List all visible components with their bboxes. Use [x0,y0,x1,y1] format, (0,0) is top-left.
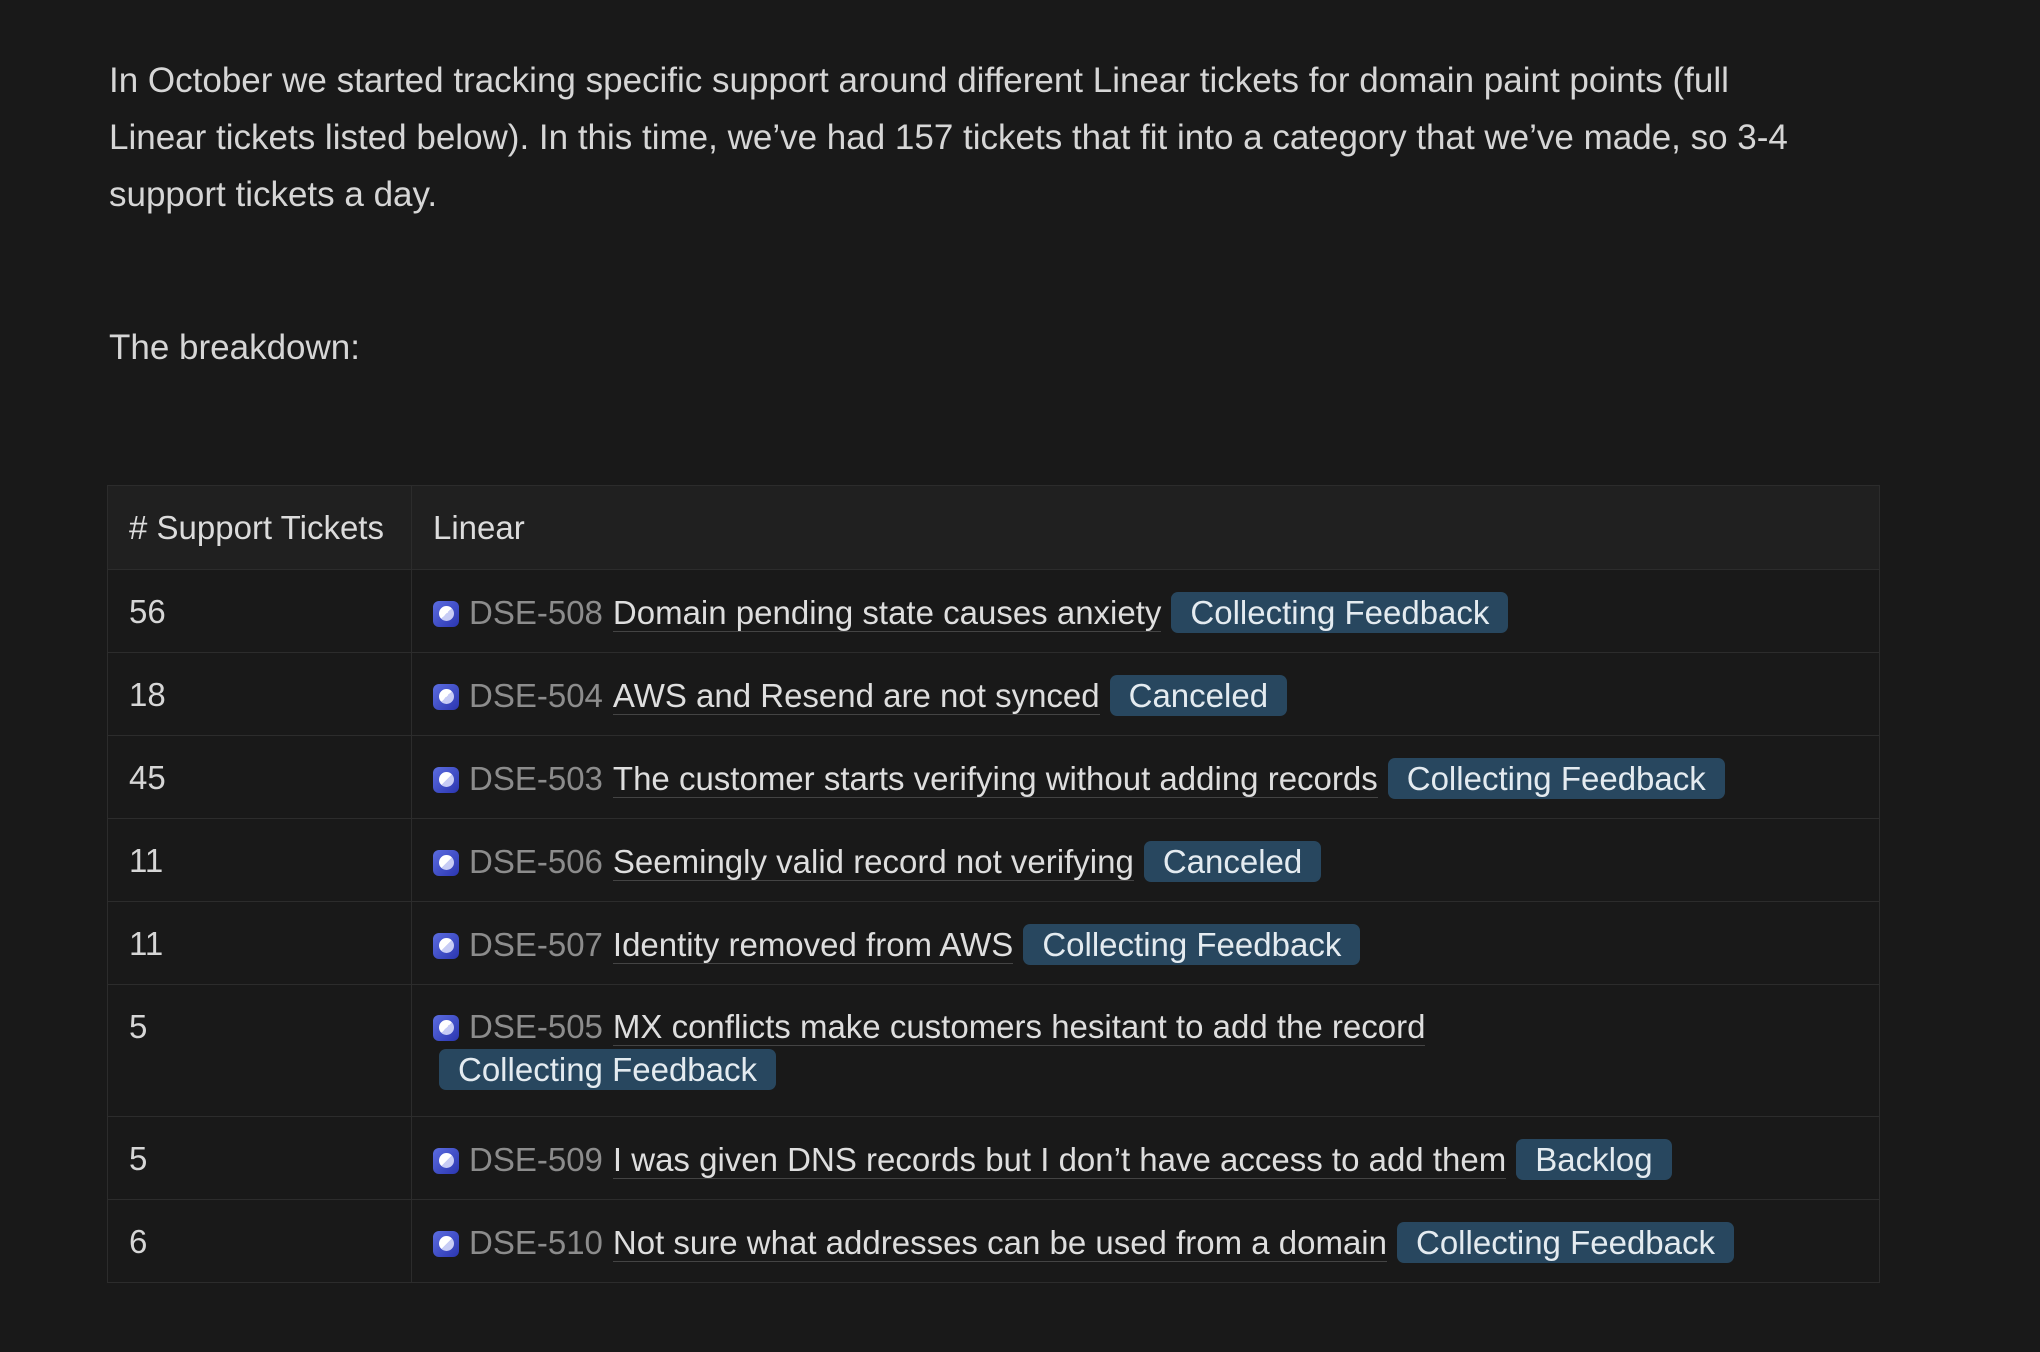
status-badge: Canceled [1109,675,1288,716]
linear-cell: DSE-506 Seemingly valid record not verify… [411,818,1880,902]
linear-issue-icon [433,767,459,793]
issue-title-link[interactable]: I was given DNS records but I don’t have… [612,1141,1507,1179]
linear-cell: DSE-503 The customer starts verifying wit… [411,735,1880,819]
issue-id[interactable]: DSE-509 [469,1141,603,1178]
linear-issue-icon [433,684,459,710]
ticket-count: 56 [107,569,412,653]
table-row: 45 DSE-503 The customer starts verifying … [107,735,1880,819]
header-linear: Linear [411,485,1880,570]
linear-cell: DSE-510 Not sure what addresses can be us… [411,1199,1880,1283]
table-row: 18 DSE-504 AWS and Resend are not synced C… [107,652,1880,736]
status-badge: Collecting Feedback [1397,1222,1734,1263]
support-tickets-table: # Support Tickets Linear 56 DSE-508 Domai… [107,485,1880,1283]
linear-cell: DSE-509 I was given DNS records but I don… [411,1116,1880,1200]
issue-id[interactable]: DSE-504 [469,677,603,714]
table-row: 5 DSE-509 I was given DNS records but I d… [107,1116,1880,1200]
linear-issue-icon [433,1148,459,1174]
linear-cell: DSE-508 Domain pending state causes anxie… [411,569,1880,653]
status-badge: Collecting Feedback [1387,758,1725,799]
linear-issue-icon [433,1015,459,1041]
ticket-count: 18 [107,652,412,736]
status-badge: Backlog [1516,1139,1672,1180]
breakdown-label: The breakdown: [109,328,360,367]
issue-title-link[interactable]: Seemingly valid record not verifying [612,843,1134,881]
status-badge: Collecting Feedback [439,1049,776,1090]
issue-title-link[interactable]: Domain pending state causes anxiety [612,594,1162,632]
ticket-count: 5 [107,984,412,1117]
status-badge: Collecting Feedback [1171,592,1509,633]
linear-issue-icon [433,850,459,876]
table-row: 56 DSE-508 Domain pending state causes an… [107,569,1880,653]
linear-issue-icon [433,933,459,959]
issue-title-link[interactable]: MX conflicts make customers hesitant to … [612,1008,1426,1046]
linear-cell: DSE-505 MX conflicts make customers hesit… [411,984,1880,1117]
linear-issue-icon [433,1231,459,1257]
linear-issue-icon [433,601,459,627]
table-row: 5 DSE-505 MX conflicts make customers hes… [107,984,1880,1117]
header-support-tickets: # Support Tickets [107,485,412,570]
ticket-count: 11 [107,818,412,902]
issue-id[interactable]: DSE-505 [469,1008,603,1045]
issue-id[interactable]: DSE-507 [469,926,603,963]
linear-cell: DSE-507 Identity removed from AWS Collecti… [411,901,1880,985]
ticket-count: 11 [107,901,412,985]
ticket-count: 5 [107,1116,412,1200]
status-badge: Canceled [1143,841,1322,882]
issue-id[interactable]: DSE-510 [469,1224,603,1261]
ticket-count: 45 [107,735,412,819]
document-body: In October we started tracking specific … [109,52,1909,376]
linear-cell: DSE-504 AWS and Resend are not synced Canc… [411,652,1880,736]
table-row: 11 DSE-506 Seemingly valid record not ver… [107,818,1880,902]
table-header-row: # Support Tickets Linear [107,485,1880,570]
issue-title-link[interactable]: The customer starts verifying without ad… [612,760,1378,798]
issue-title-link[interactable]: Identity removed from AWS [612,926,1014,964]
issue-id[interactable]: DSE-506 [469,843,603,880]
table-row: 11 DSE-507 Identity removed from AWS Colle… [107,901,1880,985]
ticket-count: 6 [107,1199,412,1283]
issue-id[interactable]: DSE-503 [469,760,603,797]
issue-title-link[interactable]: Not sure what addresses can be used from… [612,1224,1387,1262]
issue-title-link[interactable]: AWS and Resend are not synced [612,677,1100,715]
intro-paragraph: In October we started tracking specific … [109,61,1788,214]
table-row: 6 DSE-510 Not sure what addresses can be … [107,1199,1880,1283]
status-badge: Collecting Feedback [1023,924,1361,965]
issue-id[interactable]: DSE-508 [469,594,603,631]
